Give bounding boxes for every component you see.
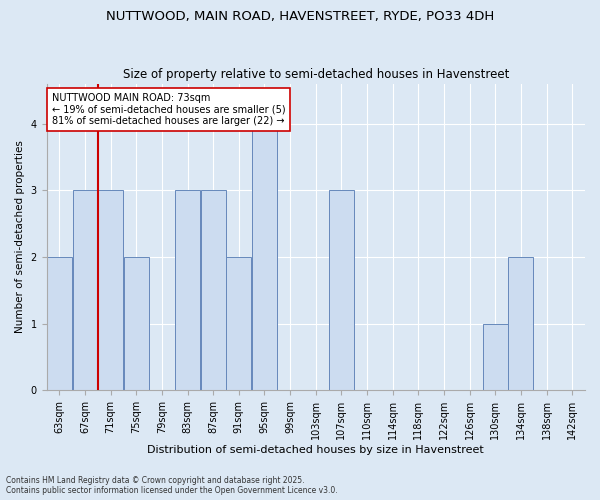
Bar [226,257,251,390]
Bar [329,190,354,390]
Title: Size of property relative to semi-detached houses in Havenstreet: Size of property relative to semi-detach… [122,68,509,81]
Bar [483,324,508,390]
Bar [47,257,72,390]
Bar [201,190,226,390]
Text: NUTTWOOD, MAIN ROAD, HAVENSTREET, RYDE, PO33 4DH: NUTTWOOD, MAIN ROAD, HAVENSTREET, RYDE, … [106,10,494,23]
Bar [508,257,533,390]
Bar [98,190,123,390]
Bar [175,190,200,390]
Y-axis label: Number of semi-detached properties: Number of semi-detached properties [15,140,25,334]
Bar [252,124,277,390]
Text: Contains HM Land Registry data © Crown copyright and database right 2025.
Contai: Contains HM Land Registry data © Crown c… [6,476,338,495]
Bar [73,190,97,390]
Bar [124,257,149,390]
X-axis label: Distribution of semi-detached houses by size in Havenstreet: Distribution of semi-detached houses by … [148,445,484,455]
Text: NUTTWOOD MAIN ROAD: 73sqm
← 19% of semi-detached houses are smaller (5)
81% of s: NUTTWOOD MAIN ROAD: 73sqm ← 19% of semi-… [52,93,286,126]
